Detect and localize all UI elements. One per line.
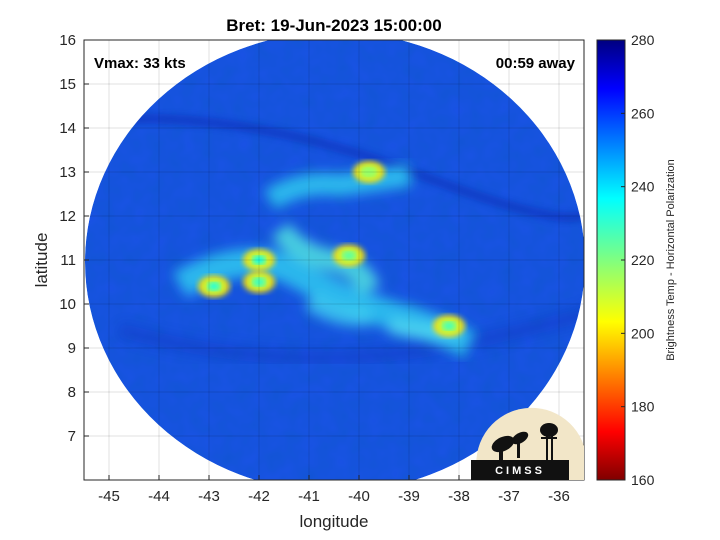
y-tick-label: 14 (59, 120, 76, 137)
colorbar-gradient (596, 39, 626, 481)
swath-image (85, 40, 584, 480)
y-tick-label: 12 (59, 208, 76, 225)
x-tick-label: -36 (548, 488, 570, 505)
y-tick-label: 7 (68, 428, 76, 445)
x-tick-label: -39 (398, 488, 420, 505)
x-tick-label: -37 (498, 488, 520, 505)
x-tick-label: -45 (98, 488, 120, 505)
cold-core-4 (433, 315, 465, 337)
cold-core-3 (333, 244, 365, 267)
vmax-annotation: Vmax: 33 kts (94, 55, 186, 72)
cold-core-2 (198, 275, 230, 298)
x-ticks: -45 -44 -43 -42 -41 -40 -39 -38 -37 -36 (98, 475, 570, 505)
x-tick-label: -41 (298, 488, 320, 505)
time-away-annotation: 00:59 away (496, 55, 576, 72)
logo-text: CIMSS (495, 465, 545, 477)
colorbar-tick-label: 180 (631, 399, 655, 415)
grid (84, 40, 584, 480)
y-tick-label: 9 (68, 340, 76, 357)
x-axis-label: longitude (299, 512, 368, 531)
colorbar-tick-label: 160 (631, 472, 655, 488)
logo-water-tower-icon (540, 423, 558, 462)
cold-core-6 (353, 161, 385, 183)
x-tick-label: -42 (248, 488, 270, 505)
x-tick-label: -43 (198, 488, 220, 505)
colorbar-tick-label: 260 (631, 105, 655, 121)
y-tick-label: 11 (60, 252, 76, 269)
logo-banner (471, 460, 569, 480)
cold-cores (198, 161, 465, 337)
x-tick-label: -40 (348, 488, 370, 505)
y-ticks: 7 8 9 10 11 12 13 14 15 16 (59, 32, 89, 445)
colorbar-label: Brightness Temp - Horizontal Polarizatio… (665, 159, 677, 361)
y-axis-label: latitude (32, 233, 51, 288)
colorbar-tick-label: 200 (631, 325, 655, 341)
logo-dish-icon (491, 431, 529, 460)
x-tick-label: -44 (148, 488, 170, 505)
y-tick-label: 10 (59, 296, 76, 313)
chart-title: Bret: 19-Jun-2023 15:00:00 (226, 16, 441, 35)
cold-core-1 (243, 249, 275, 271)
y-tick-label: 16 (59, 32, 76, 49)
y-tick-label: 13 (59, 164, 76, 181)
x-tick-label: -38 (448, 488, 470, 505)
colorbar-ticks: 160 180 200 220 240 260 280 (621, 32, 655, 488)
cold-core-5 (243, 271, 275, 293)
colorbar-tick-label: 220 (631, 252, 655, 268)
y-tick-label: 15 (59, 76, 76, 93)
colorbar-tick-label: 280 (631, 32, 655, 48)
colorbar: 160 180 200 220 240 260 280 Brightness Temp - … (596, 32, 677, 488)
cimss-logo: CIMSS (471, 407, 584, 480)
y-tick-label: 8 (68, 384, 76, 401)
colorbar-tick-label: 240 (631, 179, 655, 195)
